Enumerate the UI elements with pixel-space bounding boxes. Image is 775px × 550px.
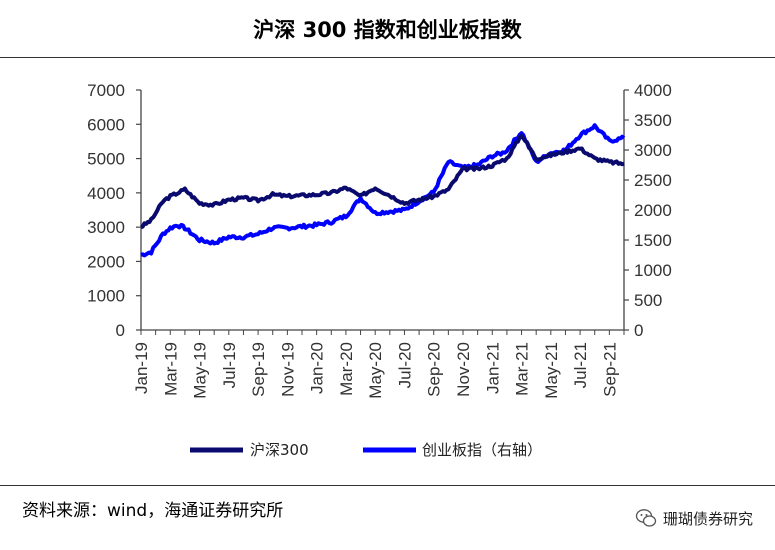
dual-axis-line-chart: 0 1000 2000 3000 4000 5000 6000 7000 0 500 1000 150… — [87, 81, 672, 459]
right-y-tick-label: 4000 — [634, 81, 672, 100]
right-y-tick-label: 500 — [634, 291, 662, 310]
x-tick-label: May-20 — [366, 342, 385, 399]
watermark: 珊瑚债券研究 — [635, 507, 753, 529]
x-tick-label: Jul-21 — [571, 342, 590, 388]
legend-label-csi300: 沪深300 — [250, 441, 309, 459]
right-y-tick-label: 1000 — [634, 261, 672, 280]
x-tick-label: Mar-20 — [337, 342, 356, 396]
x-tick-label: May-21 — [542, 342, 561, 399]
x-tick-label: Jan-20 — [308, 342, 327, 394]
right-y-tick-label: 0 — [634, 321, 643, 340]
x-tick-label: May-19 — [191, 342, 210, 399]
x-tick-label: Nov-19 — [278, 342, 297, 397]
x-tick-label: Jan-19 — [132, 342, 151, 394]
right-y-tick-label: 2500 — [634, 171, 672, 190]
x-tick-label: Sep-21 — [600, 342, 619, 397]
left-y-tick-label: 0 — [116, 321, 125, 340]
series-line-chinext — [140, 123, 626, 258]
bottom-divider — [0, 485, 775, 486]
x-tick-label: Jan-21 — [483, 342, 502, 394]
left-y-tick-label: 3000 — [87, 218, 125, 237]
right-y-tick-label: 2000 — [634, 201, 672, 220]
x-tick-label: Mar-19 — [161, 342, 180, 396]
x-tick-label: Nov-20 — [454, 342, 473, 397]
left-y-tick-label: 5000 — [87, 150, 125, 169]
series-line-csi300 — [140, 134, 625, 230]
x-tick-label: Sep-19 — [249, 342, 268, 397]
right-y-tick-label: 3000 — [634, 141, 672, 160]
left-y-tick-label: 4000 — [87, 184, 125, 203]
left-y-tick-label: 1000 — [87, 287, 125, 306]
x-tick-label: Jul-20 — [395, 342, 414, 388]
left-y-tick-label: 7000 — [87, 81, 125, 100]
left-y-tick-label: 2000 — [87, 252, 125, 271]
wechat-icon — [635, 509, 657, 527]
x-tick-label: Jul-19 — [220, 342, 239, 388]
top-divider — [0, 57, 775, 58]
legend-label-chinext: 创业板指（右轴） — [422, 441, 542, 459]
left-y-tick-label: 6000 — [87, 115, 125, 134]
x-tick-label: Sep-20 — [425, 342, 444, 397]
data-source-note: 资料来源：wind，海通证券研究所 — [22, 501, 284, 521]
right-y-tick-label: 1500 — [634, 231, 672, 250]
chart-title: 沪深 300 指数和创业板指数 — [253, 18, 522, 42]
right-y-tick-label: 3500 — [634, 111, 672, 130]
x-tick-label: Mar-21 — [513, 342, 532, 396]
watermark-text: 珊瑚债券研究 — [662, 509, 753, 528]
